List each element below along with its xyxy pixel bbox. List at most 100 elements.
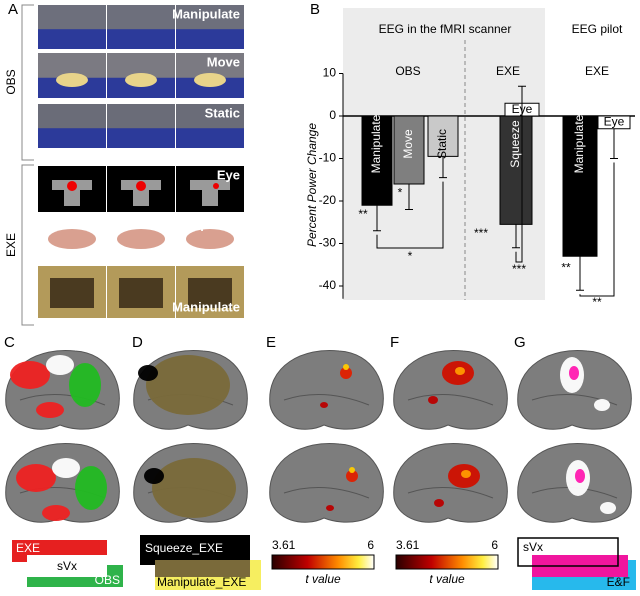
brain xyxy=(269,442,384,523)
stimulus xyxy=(190,180,230,206)
sulcus xyxy=(283,394,370,406)
bowl xyxy=(125,73,157,87)
section-title: EEG in the fMRI scanner xyxy=(379,22,512,36)
bar xyxy=(393,115,425,185)
significance: ** xyxy=(561,260,571,274)
significance: ** xyxy=(592,295,602,309)
legend-label: E&F xyxy=(607,575,630,589)
brain xyxy=(393,442,508,523)
row-label: Eye xyxy=(217,167,240,182)
colorbar-tick: 3.61 xyxy=(396,538,420,552)
legend-label: sVx xyxy=(523,540,543,554)
colorbar-tick: 6 xyxy=(491,538,498,552)
legend-swatch xyxy=(27,555,107,577)
sulcus xyxy=(283,487,370,499)
y-tick-label: -20 xyxy=(319,193,337,207)
y-axis-label: Percent Power Change xyxy=(305,123,319,247)
panel-label: E xyxy=(266,334,276,351)
device xyxy=(188,278,232,308)
activation xyxy=(428,396,438,404)
panel-label: B xyxy=(310,1,320,18)
colorbar-tick: 6 xyxy=(367,538,374,552)
activation xyxy=(52,458,80,478)
bar xyxy=(562,115,598,257)
table xyxy=(38,128,106,148)
activation xyxy=(152,458,236,518)
panel-label: F xyxy=(390,334,399,351)
bracket xyxy=(579,162,615,297)
legend-label: Manipulate_EXE xyxy=(157,575,246,589)
panel-label: G xyxy=(514,334,526,351)
activation xyxy=(569,366,579,380)
activation xyxy=(146,355,230,415)
brain xyxy=(393,349,508,430)
panel-label: C xyxy=(4,334,15,351)
activation xyxy=(461,470,471,478)
colorbar-label: t value xyxy=(305,572,341,586)
y-tick-label: -30 xyxy=(319,236,337,250)
stimulus xyxy=(52,180,92,206)
group-label: EXE xyxy=(496,64,520,78)
table xyxy=(176,77,244,98)
legend-swatch xyxy=(155,565,250,577)
hand xyxy=(117,229,165,249)
dot xyxy=(136,181,146,191)
significance: * xyxy=(398,186,403,200)
activation xyxy=(343,364,349,370)
bracket xyxy=(21,164,34,326)
bar xyxy=(361,115,393,206)
bar-label: Static xyxy=(435,129,449,159)
section-title: EEG pilot xyxy=(572,22,623,36)
sulcus xyxy=(407,487,494,499)
bar-label: Eye xyxy=(604,115,625,129)
table xyxy=(176,128,244,148)
legend-label: OBS xyxy=(95,573,120,587)
table xyxy=(38,29,106,49)
legend-label: EXE xyxy=(16,541,40,555)
group-label: EXE xyxy=(4,233,18,257)
significance: * xyxy=(408,249,413,263)
sulcus xyxy=(407,394,494,406)
activation xyxy=(575,469,585,483)
colorbar xyxy=(271,554,375,570)
activation xyxy=(16,464,56,492)
row-label: Move xyxy=(207,54,240,69)
brain xyxy=(269,349,384,430)
row-label: Static xyxy=(205,105,240,120)
sulcus xyxy=(531,394,618,406)
stimulus xyxy=(121,180,161,206)
group-label: OBS xyxy=(395,64,420,78)
panel-label: D xyxy=(132,334,143,351)
colorbar-label: t value xyxy=(429,572,465,586)
legend-label: sVx xyxy=(57,559,77,573)
significance: *** xyxy=(512,262,526,276)
y-tick-label: -10 xyxy=(319,151,337,165)
row-label: Manipulate xyxy=(172,299,240,314)
activation xyxy=(326,505,334,511)
legend-label: Squeeze_EXE xyxy=(145,541,223,555)
device xyxy=(50,278,94,308)
bowl xyxy=(56,73,88,87)
activation xyxy=(346,470,358,482)
activation xyxy=(46,355,74,375)
activation xyxy=(434,499,444,507)
y-tick-label: -40 xyxy=(319,278,337,292)
hand xyxy=(48,229,96,249)
activation xyxy=(69,363,101,407)
bar xyxy=(499,115,533,225)
group-label: EXE xyxy=(585,64,609,78)
bar-label: Move xyxy=(401,129,415,159)
activation xyxy=(455,367,465,375)
table xyxy=(38,77,106,98)
device xyxy=(119,278,163,308)
table xyxy=(107,128,175,148)
activation xyxy=(600,502,616,514)
row-label: Squeeze xyxy=(187,216,240,231)
colorbar xyxy=(395,554,499,570)
activation xyxy=(10,361,50,389)
activation xyxy=(320,402,328,408)
bowl xyxy=(194,73,226,87)
hand xyxy=(186,229,234,249)
table xyxy=(107,29,175,49)
legend-swatch xyxy=(155,560,250,565)
